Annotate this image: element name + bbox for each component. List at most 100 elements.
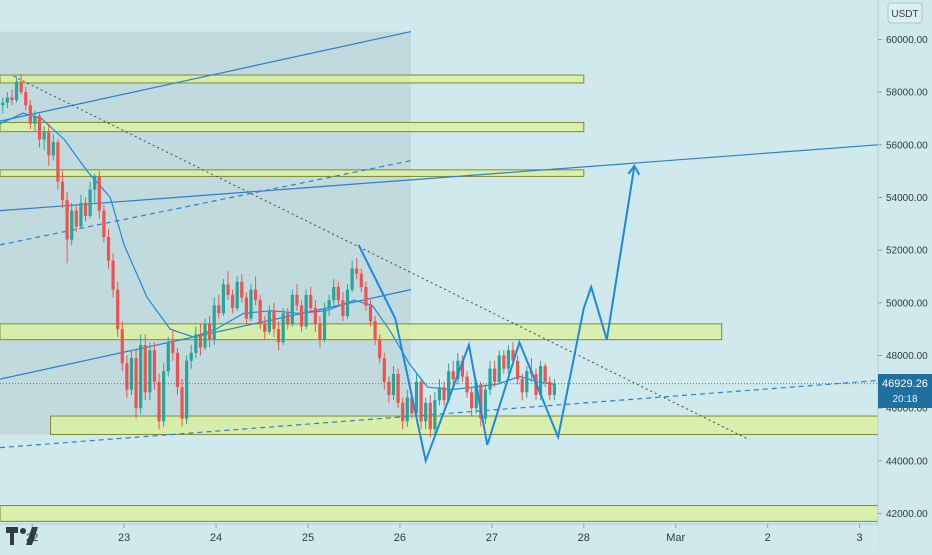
trend-line-4[interactable] — [0, 379, 879, 449]
candle-body-104 — [479, 384, 483, 419]
trend-line-2[interactable] — [0, 160, 412, 246]
candle-body-42 — [194, 334, 198, 353]
candle-body-101 — [465, 376, 469, 393]
candle-body-21 — [97, 176, 101, 211]
candle-body-94 — [433, 400, 437, 430]
zone-6[interactable] — [0, 505, 879, 522]
candle-body-62 — [286, 313, 290, 324]
candle-body-33 — [152, 350, 157, 382]
time-axis-panel[interactable] — [0, 524, 878, 550]
candle-body-41 — [189, 352, 193, 361]
trend-line-5[interactable] — [0, 144, 879, 212]
candle-body-29 — [134, 358, 138, 409]
candle-body-77 — [355, 268, 359, 274]
x-tick-label: 28 — [578, 532, 590, 544]
zone-3[interactable] — [0, 169, 585, 177]
candle-body-50 — [231, 294, 235, 309]
candle-body-102 — [470, 392, 474, 409]
candle-body-23 — [106, 236, 111, 261]
candle-body-88 — [405, 397, 409, 422]
candle-body-44 — [203, 323, 207, 348]
candle-body-51 — [235, 281, 239, 309]
candle-body-9 — [42, 131, 46, 140]
x-tick-label: Mar — [666, 532, 685, 544]
support-resistance-zones — [0, 74, 879, 522]
trend-line-6[interactable] — [13, 75, 750, 441]
candle-body-53 — [244, 297, 248, 319]
candle-body-69 — [318, 323, 322, 340]
candle-body-4 — [19, 81, 23, 93]
forecast-arrowhead — [627, 164, 641, 176]
candle-body-58 — [267, 310, 271, 332]
candle-body-64 — [295, 294, 299, 306]
tradingview-logo-icon[interactable] — [6, 527, 38, 545]
candle-body-112 — [516, 360, 520, 380]
candle-body-38 — [175, 352, 180, 388]
zone-5[interactable] — [50, 415, 879, 435]
candle-body-46 — [212, 305, 216, 340]
candle-body-113 — [520, 379, 524, 393]
candle-body-57 — [263, 323, 267, 332]
candle-body-6 — [28, 105, 32, 124]
candle-body-78 — [359, 273, 363, 288]
candle-body-34 — [157, 381, 161, 422]
candle-body-56 — [258, 300, 262, 324]
candle-body-80 — [368, 305, 373, 322]
candle-body-72 — [332, 287, 336, 301]
forecast-zigzag[interactable] — [357, 165, 636, 465]
candle-body-61 — [281, 313, 285, 343]
price-axis-panel[interactable] — [878, 0, 932, 550]
y-tick-label: 52000.00 — [886, 246, 928, 257]
moving-average — [0, 112, 555, 391]
candle-body-98 — [451, 371, 455, 380]
candle-body-43 — [198, 334, 203, 348]
x-tick-label: 27 — [486, 532, 498, 544]
candle-body-67 — [309, 294, 313, 309]
candle-body-65 — [299, 305, 304, 327]
zone-1[interactable] — [0, 74, 585, 84]
candle-body-13 — [60, 181, 65, 201]
candle-body-0 — [1, 102, 5, 106]
candle-body-97 — [447, 371, 451, 401]
candle-body-107 — [493, 368, 497, 382]
candle-body-95 — [437, 387, 442, 401]
candle-body-35 — [162, 371, 166, 422]
x-tick-label: 24 — [210, 532, 222, 544]
trend-line-1[interactable] — [0, 31, 412, 122]
candle-body-92 — [424, 402, 428, 422]
forecast-path — [357, 164, 641, 465]
currency-badge[interactable] — [887, 2, 923, 24]
candle-body-79 — [364, 287, 368, 306]
candle-body-27 — [125, 363, 129, 390]
candle-body-48 — [221, 284, 226, 314]
candle-body-16 — [74, 210, 78, 227]
y-tick-label: 44000.00 — [886, 456, 928, 467]
candle-body-60 — [276, 329, 281, 343]
candle-body-30 — [139, 344, 143, 409]
candle-body-74 — [341, 300, 345, 316]
candle-body-10 — [47, 131, 51, 156]
candle-body-63 — [290, 294, 294, 324]
candle-body-71 — [327, 300, 331, 309]
y-tick-label: 48000.00 — [886, 351, 928, 362]
candle-body-3 — [14, 81, 19, 101]
candle-body-20 — [93, 176, 97, 190]
candle-body-12 — [56, 142, 60, 182]
zone-2[interactable] — [0, 121, 585, 133]
price-countdown: 20:18 — [892, 394, 917, 405]
candle-body-8 — [37, 115, 42, 140]
candle-body-31 — [143, 344, 147, 393]
x-tick-label: 3 — [857, 532, 863, 544]
x-tick-label: 25 — [302, 532, 314, 544]
zone-4[interactable] — [0, 323, 723, 341]
candle-body-37 — [171, 342, 175, 353]
candle-body-110 — [506, 350, 511, 369]
candle-body-83 — [382, 358, 386, 382]
candle-body-111 — [511, 350, 515, 361]
candle-body-99 — [456, 360, 460, 380]
moving-average-line — [0, 112, 555, 391]
candle-body-73 — [336, 287, 340, 301]
y-tick-label: 50000.00 — [886, 298, 928, 309]
